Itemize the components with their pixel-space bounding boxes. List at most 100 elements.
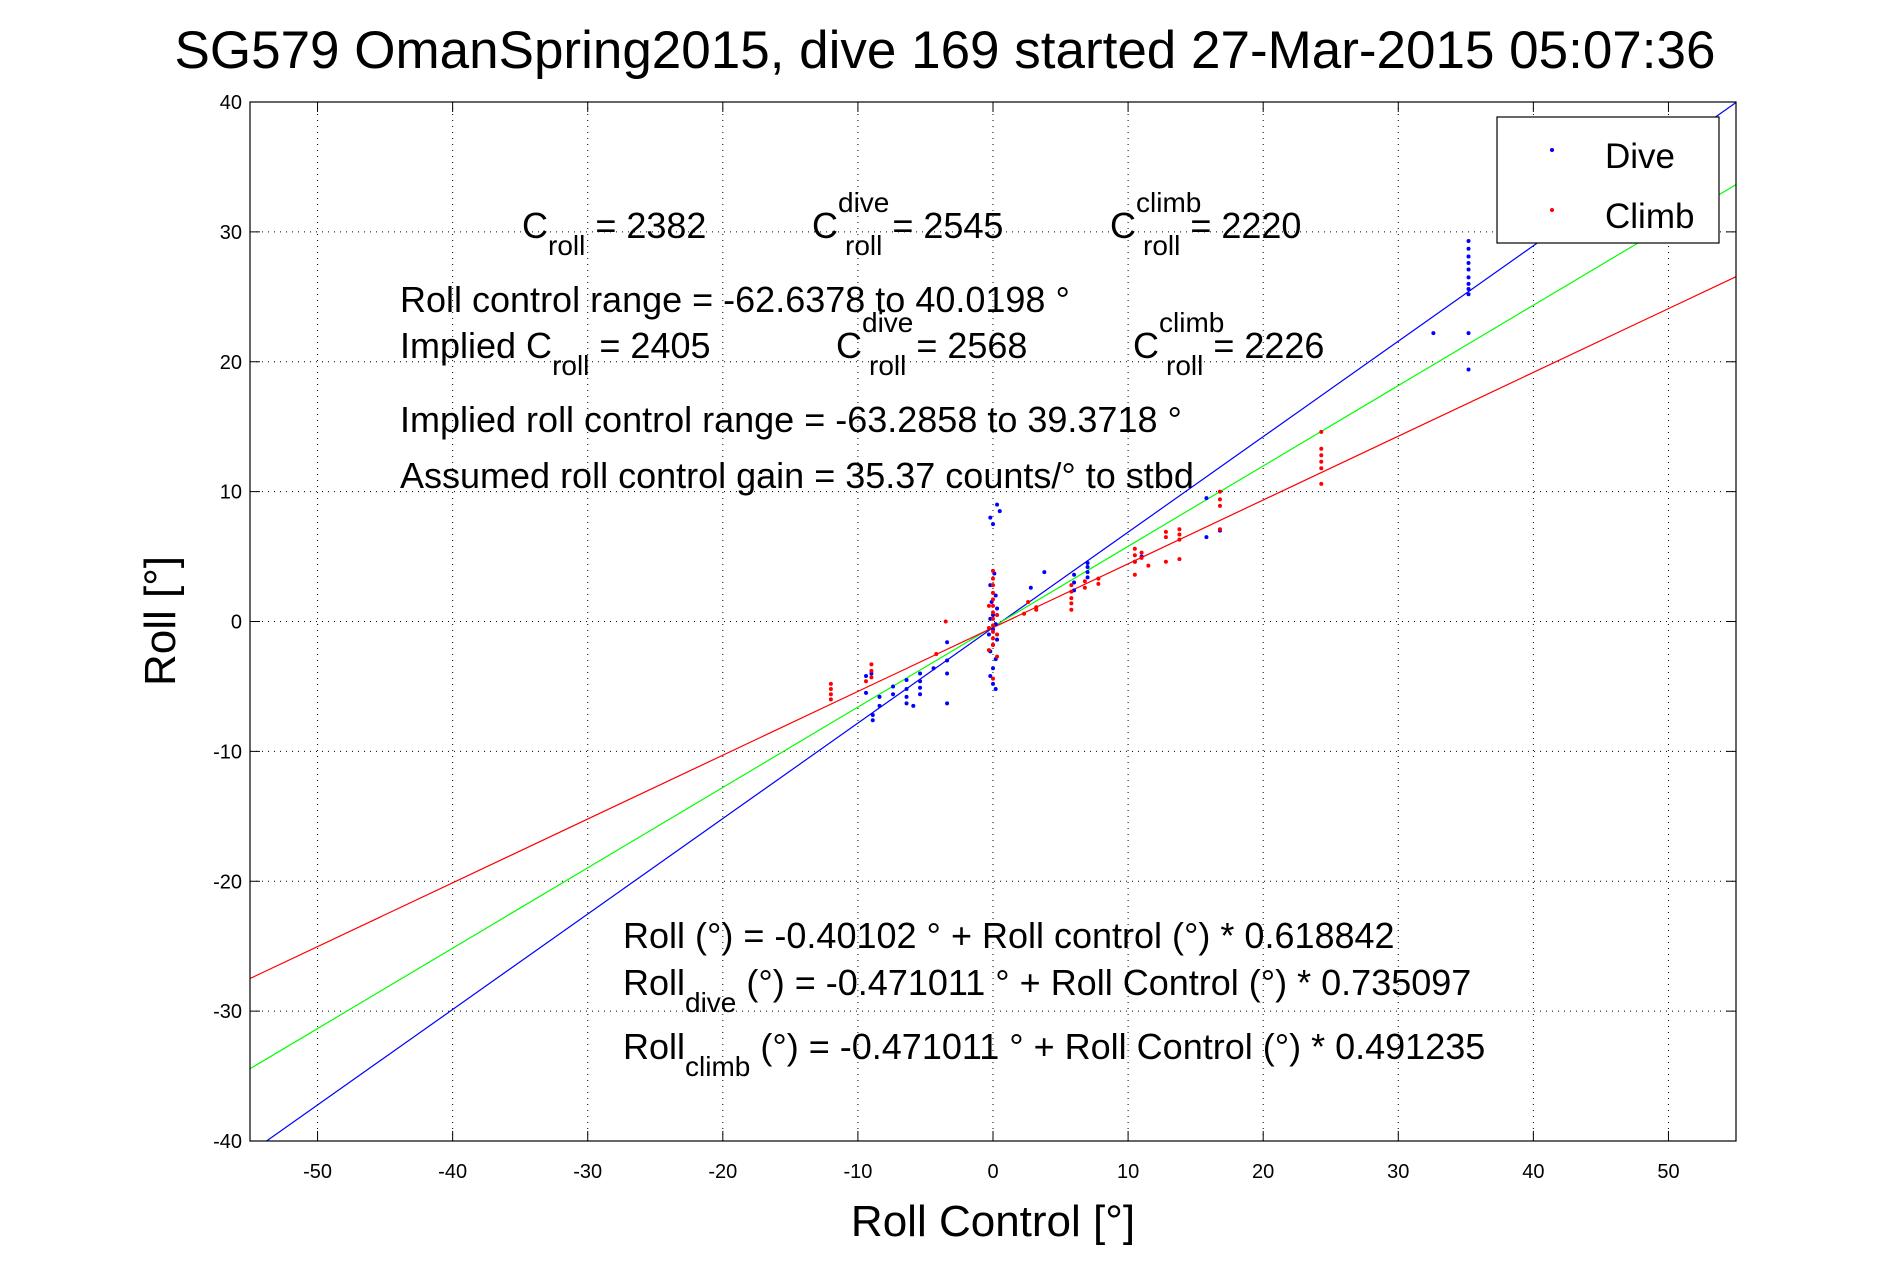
dive-point — [904, 694, 909, 699]
legend: Dive Climb — [1496, 116, 1720, 244]
climb-point — [1132, 553, 1137, 558]
dive-point — [1431, 331, 1436, 336]
x-tick-label: 0 — [987, 1161, 998, 1183]
x-tick-label: -40 — [438, 1161, 467, 1183]
climb-point — [869, 662, 874, 667]
climb-point — [991, 603, 995, 608]
y-tick-label: -30 — [213, 1001, 242, 1023]
dive-point — [904, 687, 909, 692]
y-tick-label: 20 — [220, 352, 242, 374]
annotation-implied-c-roll: Implied Croll = 2405 — [400, 325, 711, 381]
climb-point — [991, 636, 995, 641]
legend-box — [1496, 116, 1720, 244]
legend-marker-climb — [1550, 208, 1554, 212]
dive-point — [904, 677, 909, 682]
climb-point — [828, 692, 833, 697]
annotations: Croll = 2382 Cdive roll = 2545 Cclimb roll… — [400, 187, 1485, 1082]
y-axis-label: Roll [°] — [136, 556, 185, 686]
climb-point — [828, 687, 833, 692]
y-tick-label: -40 — [213, 1131, 242, 1153]
dive-point — [1466, 238, 1471, 243]
climb-point — [991, 642, 995, 647]
climb-point — [828, 681, 833, 686]
dive-point — [877, 703, 882, 708]
climb-point — [1163, 535, 1168, 540]
dive-point — [1466, 254, 1471, 259]
dive-point — [918, 685, 923, 690]
dive-point — [1204, 535, 1209, 540]
climb-point — [869, 668, 874, 673]
climb-point — [1163, 529, 1168, 534]
dive-point — [1085, 575, 1090, 580]
dive-point — [1466, 281, 1471, 286]
series-climb — [828, 429, 1324, 702]
dive-point — [864, 674, 869, 679]
annotation-c-roll-climb: Cclimb roll = 2220 — [1110, 187, 1301, 261]
annotation-implied-range: Implied roll control range = -63.2858 to… — [400, 399, 1182, 440]
climb-point — [991, 629, 995, 634]
x-tick-label: -50 — [303, 1161, 332, 1183]
climb-point — [1069, 607, 1074, 612]
climb-point — [991, 576, 995, 581]
dive-point — [1204, 496, 1209, 501]
climb-point — [1069, 589, 1074, 594]
climb-point — [1319, 459, 1324, 464]
y-tick-label: 10 — [220, 482, 242, 504]
y-tick-label: 0 — [231, 612, 242, 634]
climb-point — [986, 625, 991, 630]
dive-point — [991, 666, 995, 671]
climb-point — [1163, 559, 1168, 564]
climb-point — [991, 568, 995, 573]
climb-point — [1319, 429, 1324, 434]
y-tick-label: 30 — [220, 222, 242, 244]
climb-point — [1082, 579, 1087, 584]
x-tick-label: 10 — [1117, 1161, 1139, 1183]
dive-point — [870, 713, 875, 718]
legend-label-dive: Dive — [1605, 137, 1675, 176]
dive-point — [995, 637, 1000, 642]
dive-point — [1466, 331, 1471, 336]
climb-point — [1217, 503, 1222, 508]
dive-point — [991, 522, 995, 527]
annotation-fit-climb: Rollclimb (°) = -0.471011 ° + Roll Contr… — [623, 1026, 1485, 1082]
y-axis-ticks: -40 -30 -20 -10 0 10 20 30 40 — [213, 92, 1736, 1153]
climb-point — [1132, 559, 1137, 564]
x-axis-ticks: -50 -40 -30 -20 -10 0 10 20 30 40 50 — [303, 102, 1680, 1183]
x-axis-label: Roll Control [°] — [851, 1197, 1135, 1246]
legend-label-climb: Climb — [1605, 197, 1694, 236]
x-tick-label: 50 — [1657, 1161, 1679, 1183]
dive-point — [1466, 261, 1471, 266]
dive-point — [1466, 275, 1471, 280]
climb-point — [1139, 550, 1144, 555]
dive-point — [993, 687, 998, 692]
dive-point — [1028, 585, 1033, 590]
dive-point — [1466, 287, 1471, 292]
dive-point — [870, 718, 875, 723]
climb-point — [1177, 537, 1182, 542]
dive-point — [1085, 561, 1090, 566]
climb-point — [995, 613, 1000, 618]
climb-point — [1069, 601, 1074, 606]
climb-point — [1146, 563, 1151, 568]
dive-point — [995, 606, 1000, 611]
climb-point — [1319, 466, 1324, 471]
climb-point — [828, 697, 833, 702]
dive-point — [1466, 367, 1471, 372]
dive-point — [891, 684, 896, 689]
legend-marker-dive — [1550, 148, 1554, 152]
dive-point — [1085, 570, 1090, 575]
climb-point — [1139, 555, 1144, 560]
annotation-c-roll-dive: Cdive roll = 2545 — [812, 187, 1003, 261]
annotation-range: Roll control range = -62.6378 to 40.0198… — [400, 279, 1070, 320]
dive-point — [931, 666, 936, 671]
x-tick-label: -30 — [573, 1161, 602, 1183]
dive-point — [904, 701, 909, 706]
climb-point — [1217, 527, 1222, 532]
climb-point — [995, 632, 1000, 637]
dive-point — [945, 640, 950, 645]
dive-point — [1072, 572, 1077, 577]
x-tick-label: -10 — [843, 1161, 872, 1183]
climb-point — [1096, 581, 1101, 586]
climb-point — [1177, 557, 1182, 562]
